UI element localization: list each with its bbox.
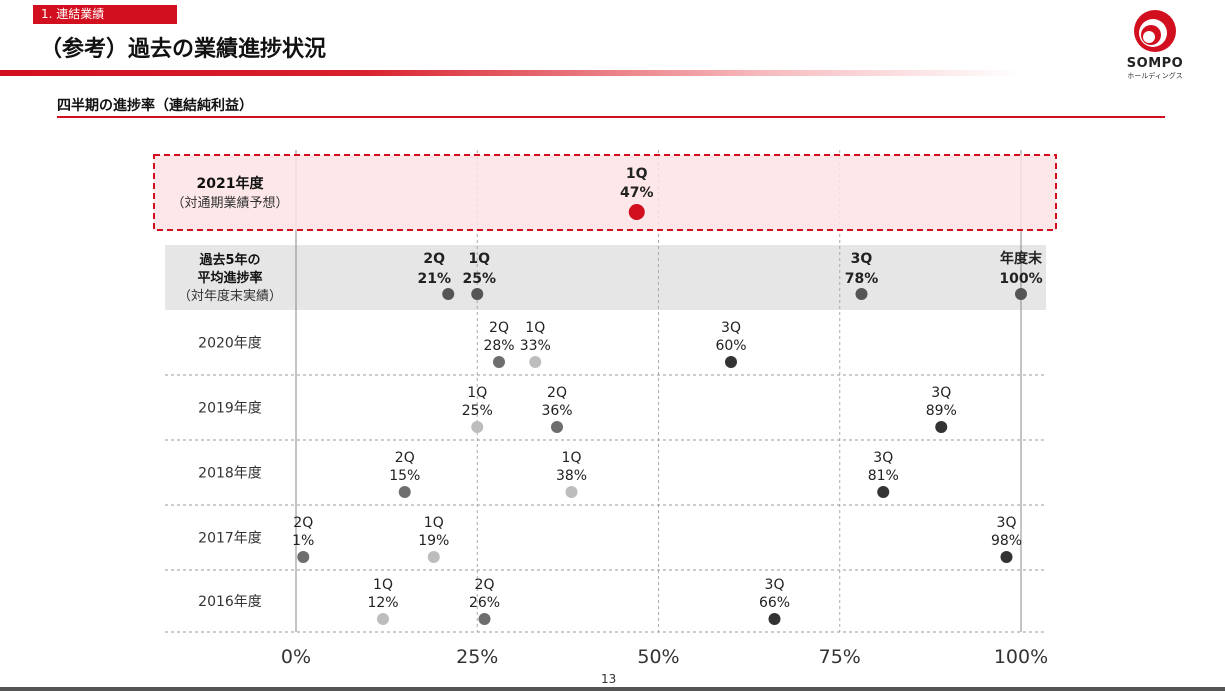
row-label-line2: 平均進捗率 xyxy=(197,270,262,286)
point-quarter-label: 1Q xyxy=(424,515,444,531)
data-point xyxy=(935,421,948,433)
point-value-label: 21% xyxy=(417,271,451,287)
data-point xyxy=(398,486,411,498)
x-tick-label: 50% xyxy=(637,646,679,668)
point-value-label: 33% xyxy=(520,338,551,354)
data-point xyxy=(1015,288,1027,300)
point-value-label: 1% xyxy=(292,533,314,549)
point-quarter-label: 3Q xyxy=(997,515,1017,531)
point-value-label: 15% xyxy=(389,468,420,484)
point-value-label: 60% xyxy=(715,338,746,354)
forecast-highlight-box xyxy=(153,154,1057,231)
point-quarter-label: 3Q xyxy=(931,385,951,401)
point-quarter-label: 3Q xyxy=(765,577,785,593)
point-value-label: 89% xyxy=(926,403,957,419)
point-quarter-label: 2Q xyxy=(395,450,415,466)
point-value-label: 12% xyxy=(367,595,398,611)
point-quarter-label: 3Q xyxy=(851,251,873,267)
data-point xyxy=(725,356,737,368)
point-quarter-label: 3Q xyxy=(721,320,741,336)
point-value-label: 66% xyxy=(759,595,790,611)
chart-subtitle: 四半期の進捗率（連結純利益） xyxy=(57,98,253,114)
x-tick-label: 100% xyxy=(994,646,1048,668)
data-point xyxy=(877,486,890,498)
point-quarter-label: 1Q xyxy=(467,385,487,401)
point-value-label: 25% xyxy=(462,403,493,419)
point-quarter-label: 3Q xyxy=(873,450,893,466)
data-point xyxy=(427,551,440,563)
page-number: 13 xyxy=(601,672,617,686)
row-label: 2019年度 xyxy=(198,401,262,417)
data-point xyxy=(442,288,455,300)
point-quarter-label: 1Q xyxy=(468,251,490,267)
row-label: 2018年度 xyxy=(198,466,262,482)
point-quarter-label: 1Q xyxy=(562,450,582,466)
point-value-label: 100% xyxy=(999,271,1042,287)
logo-subtitle: ホールディングス xyxy=(1127,72,1183,80)
row-label: 2017年度 xyxy=(198,531,262,547)
data-point xyxy=(377,613,389,625)
data-point xyxy=(768,613,781,625)
x-tick-label: 0% xyxy=(281,646,311,668)
point-value-label: 98% xyxy=(991,533,1022,549)
point-value-label: 47% xyxy=(620,185,654,201)
point-value-label: 25% xyxy=(462,271,496,287)
data-point xyxy=(297,551,310,563)
row-label: 2020年度 xyxy=(198,336,262,352)
sompo-logo: SOMPO ホールディングス xyxy=(1122,8,1188,81)
point-quarter-label: 1Q xyxy=(525,320,545,336)
point-quarter-label: 1Q xyxy=(373,577,393,593)
data-point xyxy=(471,421,484,433)
data-point xyxy=(478,613,491,625)
data-point xyxy=(529,356,542,368)
data-point xyxy=(493,356,505,368)
data-point xyxy=(471,288,484,300)
point-quarter-label: 2Q xyxy=(423,251,445,267)
point-value-label: 38% xyxy=(556,468,587,484)
row-label: 2016年度 xyxy=(198,594,262,610)
point-quarter-label: 2Q xyxy=(293,515,313,531)
data-point xyxy=(628,204,645,220)
data-point xyxy=(551,421,563,433)
row-label: 過去5年の xyxy=(198,252,260,268)
point-quarter-label: 年度末 xyxy=(1000,250,1043,267)
data-point xyxy=(1000,551,1013,563)
data-point xyxy=(565,486,578,498)
point-value-label: 28% xyxy=(483,338,514,354)
title-rule xyxy=(0,70,1020,76)
sompo-logo-icon xyxy=(1134,10,1176,52)
row-label: 2021年度 xyxy=(197,175,265,192)
point-value-label: 78% xyxy=(845,271,879,287)
point-quarter-label: 2Q xyxy=(475,577,495,593)
x-tick-label: 75% xyxy=(819,646,861,668)
point-value-label: 81% xyxy=(868,468,899,484)
point-quarter-label: 1Q xyxy=(626,166,648,182)
bottom-bar xyxy=(0,687,1225,691)
point-quarter-label: 2Q xyxy=(489,320,509,336)
point-quarter-label: 2Q xyxy=(547,385,567,401)
row-sublabel: （対通期業績予想） xyxy=(171,195,288,211)
data-point xyxy=(855,288,868,300)
point-value-label: 26% xyxy=(469,595,500,611)
point-value-label: 19% xyxy=(418,533,449,549)
section-tag: 1. 連結業績 xyxy=(33,5,177,24)
average-band xyxy=(165,245,1046,310)
point-value-label: 36% xyxy=(541,403,572,419)
subtitle-rule xyxy=(57,116,1165,118)
page-title: （参考）過去の業績進捗状況 xyxy=(40,37,327,62)
row-sublabel: （対年度末実績） xyxy=(178,288,282,304)
x-tick-label: 25% xyxy=(456,646,498,668)
logo-name: SOMPO xyxy=(1126,56,1184,71)
